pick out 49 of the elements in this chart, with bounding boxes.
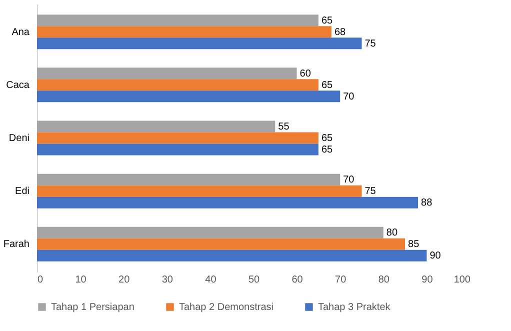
y-tick-label: Ana (12, 26, 30, 38)
legend-label: Tahap 1 Persiapan (51, 302, 134, 313)
x-tick-label: 50 (248, 274, 260, 286)
data-label: 80 (386, 228, 398, 239)
data-label: 65 (321, 15, 334, 26)
bar (37, 196, 418, 208)
data-label: 75 (364, 186, 376, 198)
x-tick-label: 100 (454, 274, 471, 286)
bar (37, 174, 340, 186)
bar (37, 250, 427, 262)
data-label: 65 (321, 144, 334, 156)
data-label: 60 (300, 68, 312, 80)
y-tick-label: Caca (6, 80, 30, 91)
x-tick-label: 30 (162, 274, 174, 286)
bar (37, 79, 318, 91)
legend-label: Tahap 2 Demonstrasi (179, 302, 274, 313)
bar (37, 238, 406, 250)
bar (37, 14, 318, 26)
x-tick-label: 90 (422, 274, 434, 286)
y-tick-label: Deni (8, 133, 30, 144)
bar (37, 26, 332, 38)
x-tick-label: 80 (378, 274, 390, 286)
bar (37, 68, 297, 80)
legend-label: Tahap 3 Praktek (318, 302, 392, 313)
bar (37, 38, 362, 50)
bar (37, 185, 362, 197)
bar (37, 90, 340, 102)
data-label: 70 (343, 174, 355, 186)
bar (37, 132, 318, 144)
bar (37, 120, 276, 132)
x-tick-label: 0 (38, 274, 44, 286)
data-label: 90 (430, 250, 442, 262)
x-tick-label: 70 (335, 274, 347, 286)
data-label: 85 (408, 239, 420, 250)
data-label: 55 (278, 122, 290, 132)
x-tick-label: 40 (205, 274, 217, 286)
x-tick-label: 60 (292, 274, 304, 286)
x-tick-label: 10 (75, 274, 87, 286)
y-tick-label: Farah (3, 239, 30, 250)
data-label: 88 (421, 198, 433, 209)
data-label: 65 (321, 80, 334, 91)
data-label: 65 (321, 133, 334, 144)
bar (37, 144, 318, 156)
data-label: 75 (364, 38, 376, 50)
y-tick-label: Edi (15, 186, 30, 198)
x-tick-label: 20 (118, 274, 130, 286)
data-label: 70 (343, 91, 355, 102)
data-label: 68 (334, 26, 346, 38)
bar (37, 226, 384, 238)
